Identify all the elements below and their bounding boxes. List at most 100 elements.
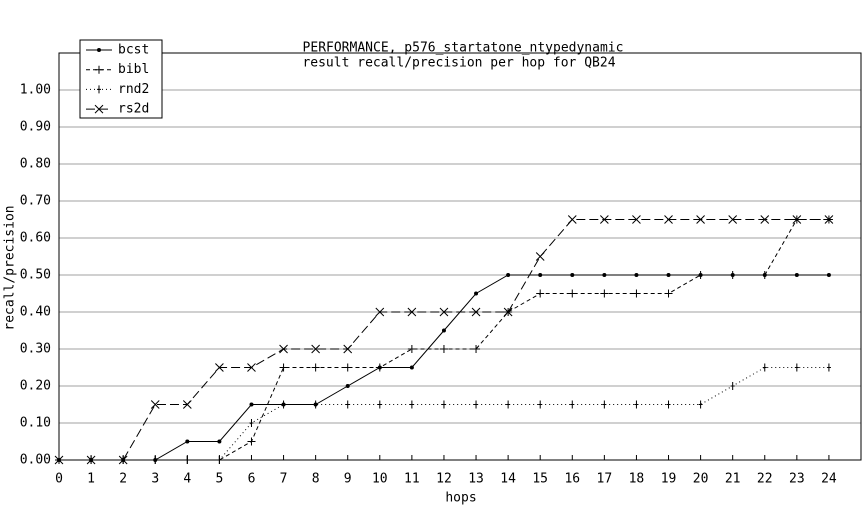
x-tick-label: 4 [183, 472, 191, 487]
x-tick-label: 21 [725, 472, 741, 487]
legend-label: rs2d [118, 102, 149, 117]
x-tick-label: 24 [821, 472, 837, 487]
point [728, 271, 737, 279]
legend-marker [97, 85, 101, 94]
x-tick-label: 19 [661, 472, 677, 487]
series-line [59, 367, 829, 461]
point [441, 328, 446, 333]
point [730, 382, 735, 390]
point [474, 400, 479, 409]
point [281, 400, 286, 409]
point [760, 271, 769, 279]
series-line [59, 274, 829, 461]
point [217, 456, 222, 464]
point [279, 344, 288, 354]
point [826, 363, 831, 372]
point [570, 400, 575, 409]
x-tick-label: 2 [119, 472, 127, 487]
y-tick-label: 0.40 [20, 305, 51, 320]
x-tick-label: 14 [500, 472, 516, 487]
point [439, 345, 448, 353]
point [247, 437, 256, 446]
x-tick-label: 8 [312, 472, 320, 487]
legend-label: rnd2 [118, 82, 149, 97]
x-tick-label: 18 [629, 472, 645, 487]
point [215, 363, 224, 372]
point [506, 400, 511, 409]
y-tick-label: 0.00 [20, 453, 51, 468]
point [728, 215, 738, 224]
point [602, 400, 607, 409]
y-tick-label: 0.10 [20, 416, 51, 431]
point [696, 215, 705, 224]
point [632, 289, 641, 298]
point [153, 456, 158, 464]
y-tick-label: 0.50 [20, 268, 51, 283]
point [503, 307, 513, 317]
point [185, 456, 190, 464]
point [792, 215, 802, 224]
x-tick-label: 12 [436, 472, 452, 487]
y-tick-label: 0.80 [20, 157, 51, 172]
legend-label: bibl [118, 62, 149, 77]
point [666, 273, 671, 277]
point [439, 307, 449, 317]
point [826, 273, 831, 277]
point [634, 273, 639, 277]
y-tick-label: 0.90 [20, 120, 51, 135]
x-tick-label: 23 [789, 472, 805, 487]
point [506, 273, 511, 277]
point [182, 400, 192, 409]
point [474, 291, 479, 296]
point [407, 307, 417, 317]
point [407, 345, 416, 353]
point [343, 363, 352, 372]
plot-frame [58, 52, 862, 461]
point [279, 363, 288, 372]
point [377, 400, 382, 409]
point [375, 363, 384, 372]
point [632, 215, 641, 224]
y-tick-label: 1.00 [20, 83, 51, 98]
x-tick-label: 13 [468, 472, 484, 487]
x-tick-label: 7 [280, 472, 288, 487]
point [760, 215, 770, 224]
x-tick-label: 5 [215, 472, 223, 487]
legend-marker [94, 104, 104, 114]
x-tick-label: 10 [372, 472, 388, 487]
point [217, 439, 222, 444]
point [538, 273, 543, 277]
point [664, 215, 673, 224]
point [666, 400, 671, 409]
point [54, 455, 64, 465]
x-tick-label: 9 [344, 472, 352, 487]
point [664, 289, 673, 298]
x-tick-label: 1 [87, 472, 95, 487]
x-tick-label: 17 [597, 472, 613, 487]
point [824, 215, 834, 224]
point [600, 289, 609, 298]
point [698, 400, 703, 409]
point [247, 363, 256, 372]
point [696, 271, 705, 279]
point [311, 363, 320, 372]
series-line [59, 219, 829, 461]
point [118, 455, 128, 465]
point [535, 252, 545, 261]
point [345, 384, 350, 388]
x-tick-label: 0 [55, 472, 63, 487]
point [441, 400, 446, 409]
y-tick-label: 0.30 [20, 342, 51, 357]
point [570, 273, 575, 277]
point [86, 455, 96, 465]
point [538, 400, 543, 409]
point [249, 402, 254, 407]
point [311, 344, 320, 354]
point [472, 345, 481, 353]
point [536, 289, 545, 298]
point [634, 400, 639, 409]
x-tick-label: 11 [404, 472, 420, 487]
point [602, 273, 607, 277]
y-tick-label: 0.60 [20, 231, 51, 246]
